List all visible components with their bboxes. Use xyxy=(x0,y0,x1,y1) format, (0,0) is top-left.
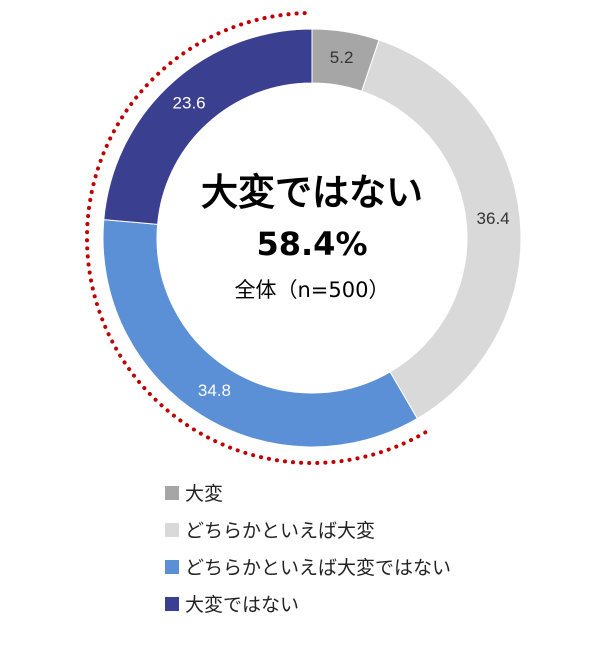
slice-label-2: 34.8 xyxy=(198,381,231,400)
center-value: 58.4% xyxy=(256,225,367,263)
legend-item-2: どちらかといえば大変ではない xyxy=(165,548,585,585)
center-text: 大変ではない 58.4% 全体（n=500） xyxy=(201,171,423,302)
legend-label-3: 大変ではない xyxy=(185,594,300,616)
legend-swatch-3 xyxy=(165,596,179,611)
slice-label-1: 36.4 xyxy=(477,209,510,228)
slice-label-0: 5.2 xyxy=(330,48,354,67)
highlight-dotted-arc xyxy=(85,11,428,465)
legend-item-0: 大変 xyxy=(165,474,585,511)
slice-label-3: 23.6 xyxy=(173,93,206,112)
legend-swatch-2 xyxy=(165,559,179,574)
chart-legend: 大変どちらかといえば大変どちらかといえば大変ではない 大変ではない xyxy=(165,474,585,622)
legend-label-1: どちらかといえば大変 xyxy=(185,520,376,542)
legend-label-0: 大変 xyxy=(185,483,224,505)
slice-2 xyxy=(102,219,418,448)
donut-slices xyxy=(102,28,522,448)
slice-3 xyxy=(103,28,313,225)
legend-label-2: どちらかといえば大変ではない xyxy=(185,557,452,579)
slice-labels: 5.2 36.4 34.8 23.6 xyxy=(173,48,510,400)
legend-swatch-0 xyxy=(165,485,179,500)
legend-item-3: 大変ではない xyxy=(165,585,585,622)
legend-item-1: どちらかといえば大変 xyxy=(165,511,585,548)
slice-1 xyxy=(361,39,522,420)
center-sample: 全体（n=500） xyxy=(235,278,390,302)
legend-swatch-1 xyxy=(165,522,179,537)
center-title: 大変ではない xyxy=(201,171,423,214)
